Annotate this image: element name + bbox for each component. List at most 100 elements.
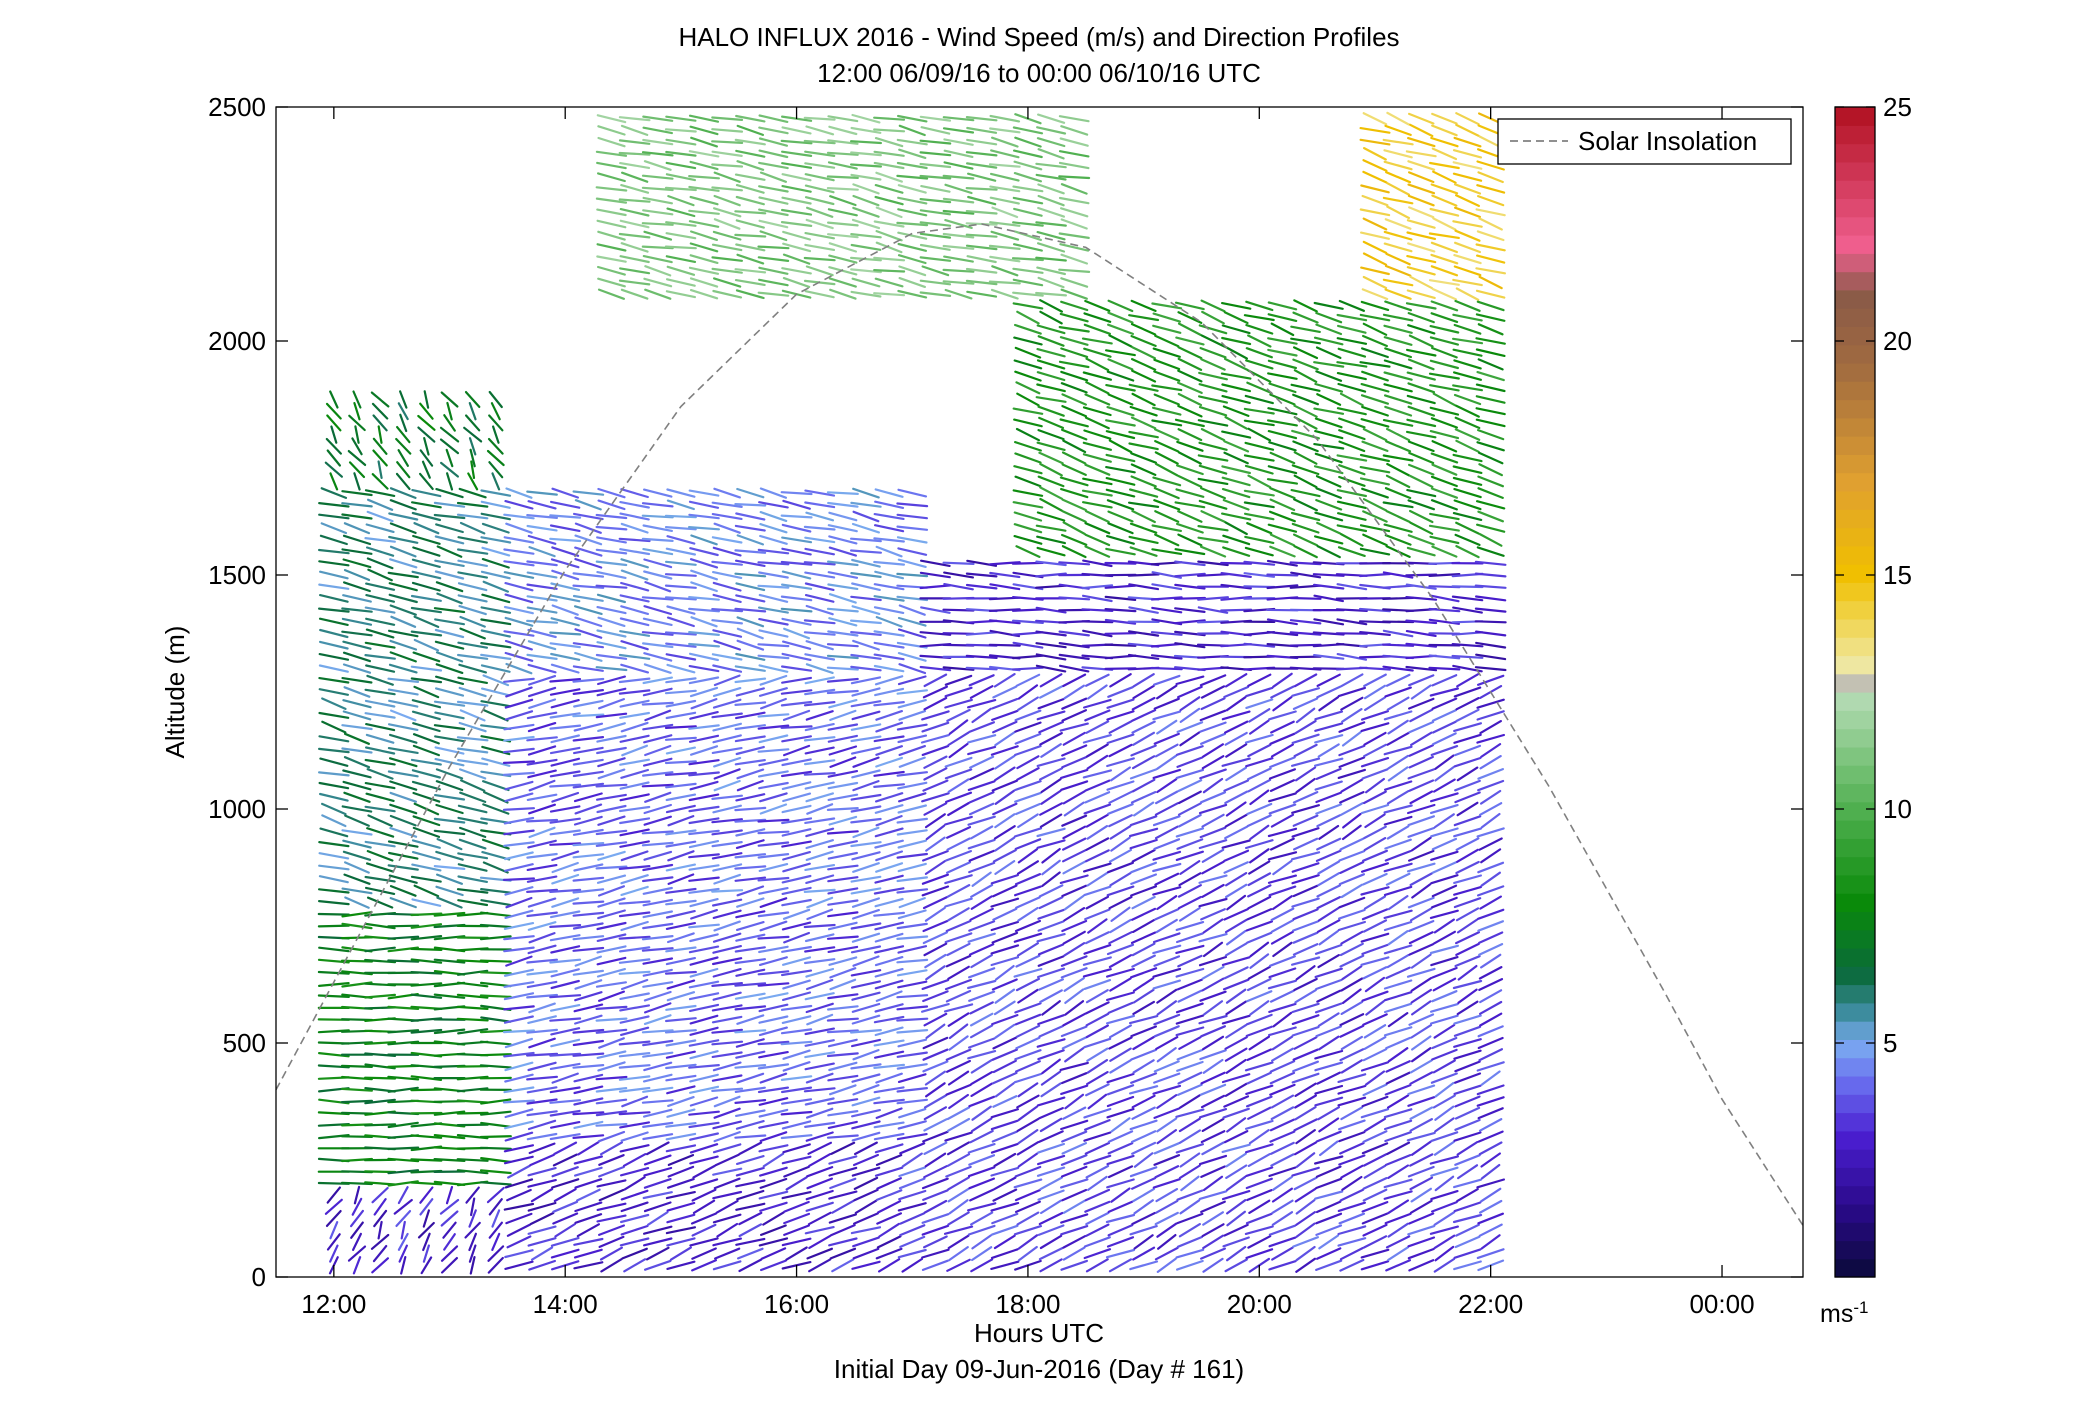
wind-barb: [1247, 778, 1272, 793]
wind-barb: [1221, 757, 1251, 767]
wind-barb: [503, 921, 535, 931]
wind-barb: [758, 956, 788, 967]
wind-barb: [1128, 1014, 1159, 1025]
wind-barb: [969, 755, 995, 769]
wind-barb: [1086, 1047, 1109, 1062]
wind-barb: [759, 1224, 787, 1237]
wind-barb: [827, 1120, 858, 1130]
wind-barb: [596, 161, 627, 170]
wind-barb: [923, 1012, 948, 1027]
wind-barb: [1223, 311, 1249, 325]
wind-barb: [1037, 1224, 1065, 1237]
wind-barb: [805, 1131, 834, 1142]
wind-barb: [1434, 1117, 1455, 1133]
wind-barb: [1222, 978, 1250, 991]
wind-barb: [1153, 358, 1181, 371]
wind-barb: [342, 769, 372, 779]
wind-barb: [549, 842, 582, 846]
wind-barb: [1038, 767, 1064, 781]
wind-barb: [1179, 696, 1201, 712]
wind-barb: [1362, 428, 1388, 442]
wind-barb: [852, 194, 880, 207]
wind-barb: [422, 1209, 430, 1228]
wind-barb: [1359, 361, 1391, 368]
wind-barb: [1176, 1189, 1204, 1201]
wind-barb: [1131, 720, 1156, 734]
wind-barb: [1105, 991, 1135, 1002]
wind-barb: [1060, 1259, 1089, 1271]
wind-barb: [1107, 803, 1134, 815]
wind-barb: [922, 1060, 949, 1073]
wind-barb: [365, 582, 396, 591]
wind-barb: [1107, 686, 1134, 698]
wind-barb: [1474, 666, 1507, 672]
wind-barb: [1082, 371, 1113, 381]
wind-barb: [1037, 908, 1065, 920]
wind-barb: [734, 572, 767, 578]
wind-barb: [1477, 1130, 1504, 1143]
wind-barb: [526, 653, 558, 661]
wind-barb: [1130, 873, 1158, 886]
wind-barb: [1223, 1129, 1249, 1144]
wind-barb: [1083, 1236, 1111, 1248]
wind-barb: [1201, 883, 1225, 898]
wind-barb: [1475, 243, 1506, 252]
wind-barb: [1406, 289, 1436, 299]
wind-barb: [486, 1186, 505, 1204]
wind-barb: [1454, 416, 1481, 430]
wind-barb: [826, 935, 859, 940]
wind-barb: [734, 1086, 766, 1094]
wind-barb: [467, 472, 479, 491]
wind-barb: [410, 630, 443, 637]
wind-barb: [318, 688, 349, 696]
wind-barb: [757, 1086, 790, 1094]
wind-barb: [758, 114, 789, 124]
wind-barb: [1109, 1059, 1132, 1074]
wind-barb: [549, 514, 582, 519]
wind-barb: [711, 501, 743, 508]
wind-barb: [1037, 405, 1065, 417]
wind-barb: [505, 1212, 533, 1225]
wind-barb: [1409, 1059, 1433, 1074]
wind-barb: [688, 734, 720, 743]
wind-barb: [458, 604, 487, 616]
wind-barb: [574, 979, 603, 990]
wind-barb: [1040, 743, 1062, 758]
wind-barb: [1154, 462, 1179, 477]
wind-barb: [969, 685, 994, 699]
wind-barb: [1012, 185, 1044, 193]
wind-barb: [620, 581, 650, 592]
wind-barb: [573, 1248, 603, 1259]
wind-barb: [1478, 532, 1503, 547]
wind-barb: [1083, 1131, 1112, 1142]
wind-barb: [1012, 221, 1044, 227]
wind-barb: [873, 161, 905, 170]
wind-barb: [829, 756, 857, 769]
wind-barb: [618, 116, 651, 122]
wind-barb: [804, 184, 835, 194]
wind-barb: [1129, 1166, 1158, 1178]
wind-barb: [479, 923, 512, 929]
wind-barb: [827, 921, 858, 931]
wind-barb: [1246, 522, 1273, 535]
wind-barb: [850, 723, 882, 731]
wind-barb: [491, 472, 501, 491]
wind-barb: [1175, 336, 1205, 346]
wind-barb: [1475, 418, 1506, 428]
wind-barb: [1360, 710, 1390, 721]
wind-barb: [1201, 965, 1225, 980]
wind-barb: [1060, 1084, 1089, 1096]
colorbar-segment: [1835, 710, 1875, 730]
wind-barb: [1476, 1096, 1505, 1107]
wind-barb: [1267, 523, 1298, 533]
wind-barb: [897, 862, 927, 873]
wind-barb: [1408, 755, 1434, 769]
wind-barb: [317, 970, 350, 975]
wind-barb: [1270, 720, 1295, 734]
wind-barb: [344, 814, 370, 827]
wind-barb: [757, 935, 790, 940]
wind-barb: [803, 700, 836, 707]
wind-barb: [1430, 241, 1459, 254]
wind-barb: [1200, 1071, 1226, 1085]
wind-barb: [1292, 358, 1319, 371]
